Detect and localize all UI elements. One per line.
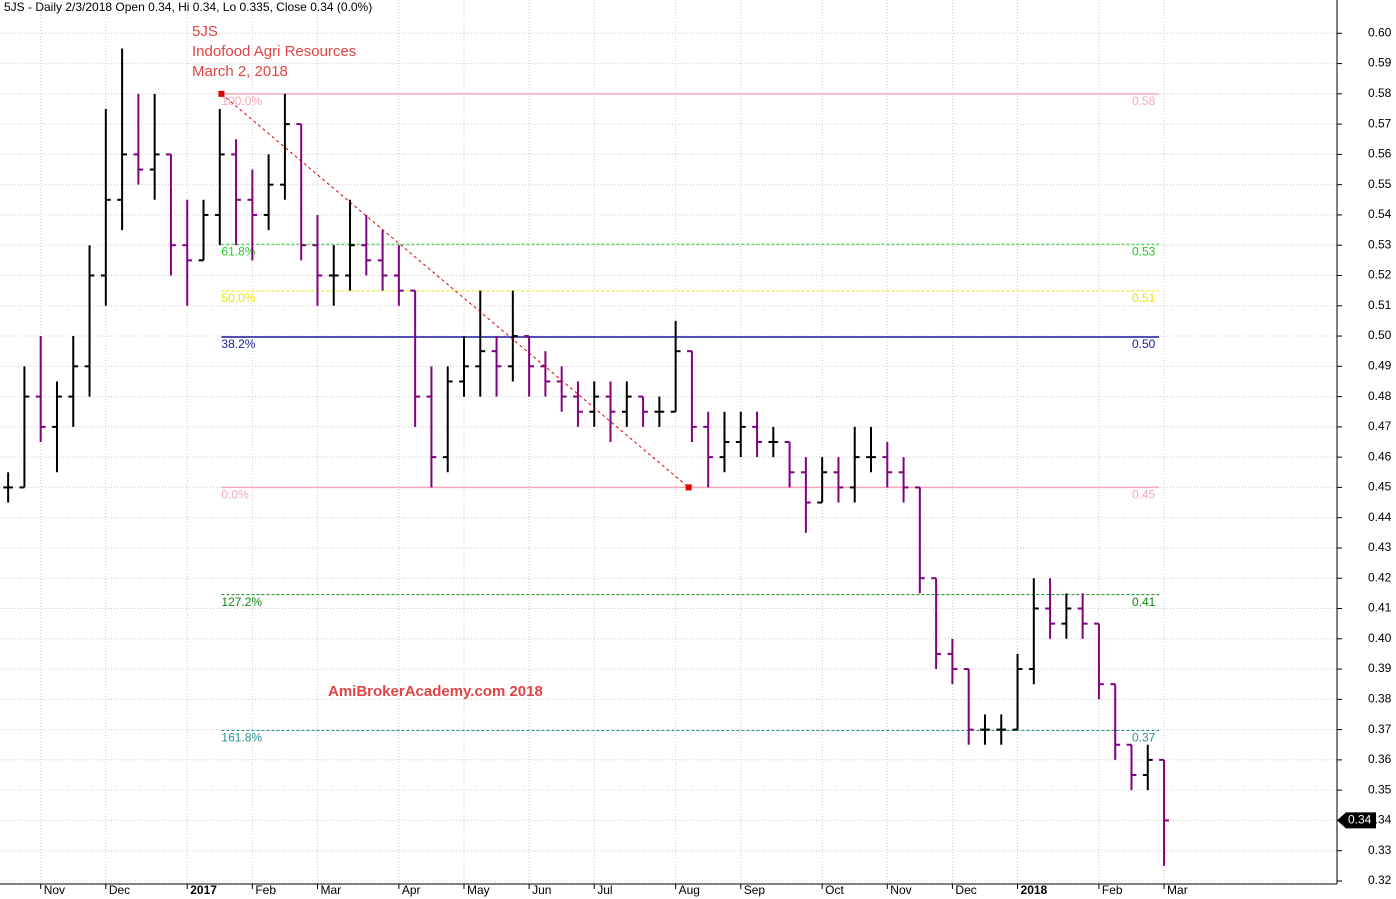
y-tick-label: 0.43 <box>1368 540 1392 554</box>
y-tick-label: 0.58 <box>1368 86 1392 100</box>
trend-point <box>218 90 225 97</box>
y-tick-label: 0.42 <box>1368 570 1392 584</box>
annotation: 5JS <box>192 23 218 40</box>
y-tick-label: 0.57 <box>1368 116 1392 130</box>
x-tick-label: Sep <box>744 883 766 897</box>
y-tick-label: 0.32 <box>1368 873 1392 887</box>
x-tick-label: 2017 <box>190 883 217 897</box>
annotation: March 2, 2018 <box>192 63 288 80</box>
x-tick-label: Dec <box>955 883 976 897</box>
y-tick-label: 0.37 <box>1368 722 1392 736</box>
y-tick-label: 0.47 <box>1368 419 1392 433</box>
y-tick-label: 0.51 <box>1368 298 1392 312</box>
y-tick-label: 0.50 <box>1368 328 1392 342</box>
trend-point <box>685 484 692 491</box>
fib-name: 127.2% <box>221 595 262 609</box>
x-tick-label: Feb <box>1102 883 1123 897</box>
last-price-label: 0.34 <box>1348 813 1372 827</box>
x-tick-label: 2018 <box>1021 883 1048 897</box>
last-price-tag <box>1337 812 1376 829</box>
price-bars <box>3 48 1169 866</box>
y-tick-label: 0.41 <box>1368 601 1392 615</box>
x-tick-label: Apr <box>402 883 421 897</box>
x-tick-label: May <box>467 883 490 897</box>
y-tick-label: 0.52 <box>1368 268 1392 282</box>
y-tick-label: 0.38 <box>1368 692 1392 706</box>
y-tick-label: 0.53 <box>1368 237 1392 251</box>
y-tick-label: 0.36 <box>1368 752 1392 766</box>
y-tick-label: 0.44 <box>1368 510 1392 524</box>
x-tick-label: Aug <box>679 883 700 897</box>
fib-name: 61.8% <box>221 244 255 258</box>
fib-price: 0.50 <box>1132 337 1156 351</box>
watermark: AmiBrokerAcademy.com 2018 <box>328 683 543 700</box>
y-tick-label: 0.60 <box>1368 25 1392 39</box>
fib-price: 0.58 <box>1132 94 1156 108</box>
fib-price: 0.37 <box>1132 731 1156 745</box>
fib-price: 0.53 <box>1132 244 1156 258</box>
y-tick-label: 0.54 <box>1368 207 1392 221</box>
x-tick-label: Feb <box>255 883 276 897</box>
x-tick-label: Nov <box>44 883 65 897</box>
chart-title: 5JS - Daily 2/3/2018 Open 0.34, Hi 0.34,… <box>4 0 372 14</box>
fibonacci: 100.0% 0.58 61.8% 0.53 50.0% 0.51 38.2% 0.50 0.0… <box>221 93 1160 745</box>
y-tick-label: 0.59 <box>1368 56 1392 70</box>
x-tick-label: Mar <box>1167 883 1188 897</box>
y-tick-label: 0.55 <box>1368 177 1392 191</box>
y-tick-label: 0.40 <box>1368 631 1392 645</box>
x-tick-label: Oct <box>825 883 844 897</box>
fib-price: 0.45 <box>1132 488 1156 502</box>
y-tick-label: 0.56 <box>1368 147 1392 161</box>
y-tick-label: 0.46 <box>1368 449 1392 463</box>
y-tick-label: 0.45 <box>1368 480 1392 494</box>
fib-name: 50.0% <box>221 291 255 305</box>
y-tick-label: 0.35 <box>1368 782 1392 796</box>
fib-name: 0.0% <box>221 488 249 502</box>
x-tick-label: Jul <box>597 883 612 897</box>
x-tick-label: Nov <box>890 883 911 897</box>
x-tick-label: Mar <box>320 883 341 897</box>
x-tick-label: Dec <box>109 883 130 897</box>
fib-price: 0.51 <box>1132 291 1156 305</box>
y-tick-label: 0.49 <box>1368 358 1392 372</box>
annotation: Indofood Agri Resources <box>192 43 356 60</box>
fib-name: 100.0% <box>221 94 262 108</box>
fib-name: 161.8% <box>221 731 262 745</box>
fib-name: 38.2% <box>221 337 255 351</box>
y-tick-label: 0.48 <box>1368 389 1392 403</box>
fib-price: 0.41 <box>1132 595 1156 609</box>
y-tick-label: 0.33 <box>1368 843 1392 857</box>
y-tick-label: 0.39 <box>1368 661 1392 675</box>
x-tick-label: Jun <box>532 883 551 897</box>
